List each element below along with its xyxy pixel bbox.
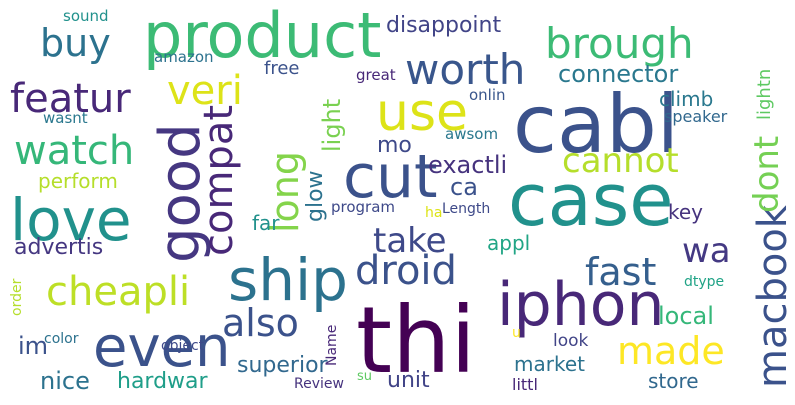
word-made: made [617,329,725,373]
word-look: look [553,331,589,351]
word-amazon: amazon [154,48,214,66]
word-name: Name [324,325,340,366]
word-mo: mo [377,133,412,158]
word-droid: droid [355,248,457,294]
word-lightn: lightn [754,69,775,120]
word-review: Review [294,376,344,392]
word-su: su [357,369,372,384]
word-love: love [10,186,132,254]
word-connector: connector [558,60,678,88]
word-hardwar: hardwar [117,369,209,394]
word-light: light [318,99,346,152]
word-key: key [668,200,703,224]
word-case: case [508,158,674,242]
word-even: even [93,315,231,380]
word-take: take [373,221,447,261]
word-watch: watch [14,128,134,174]
word-market: market [514,352,585,376]
word-advertis: advertis [14,235,103,260]
word-great: great [356,66,396,84]
word-superior: superior [237,353,329,378]
word-perform: perform [38,169,118,193]
word-speaker: speaker [664,107,728,126]
word-ship: ship [228,246,348,314]
word-fast: fast [585,250,656,294]
word-dtype: dtype [684,274,724,290]
word-ca: ca [450,173,478,201]
word-veri: veri [167,68,243,114]
word-cabl: cabl [513,78,679,171]
word-product: product [143,0,381,72]
word-dont: dont [747,136,787,213]
word-awsom: awsom [445,125,498,143]
word-also: also [222,301,299,345]
word-local: local [658,302,714,330]
word-buy: buy [40,21,111,65]
word-exactli: exactli [428,151,507,179]
word-climb: climb [659,87,713,111]
word-program: program [331,198,395,216]
word-disappoint: disappoint [386,13,501,38]
word-cut: cut [343,142,438,212]
word-brough: brough [545,19,694,68]
word-compat: compat [196,105,242,256]
word-sound: sound [63,7,109,25]
word-thi: thi [356,287,476,394]
word-appl: appl [487,231,530,255]
word-ha: ha [425,205,442,221]
word-u: u [512,325,521,341]
word-macbook: macbook [750,204,795,388]
word-featur: featur [10,76,131,122]
word-free: free [264,58,300,79]
word-store: store [648,369,699,393]
word-onlin: onlin [469,86,506,104]
word-unit: unit [387,368,430,393]
word-nice: nice [40,367,90,395]
word-far: far [252,211,280,235]
word-glow: glow [303,170,328,222]
word-long: long [263,151,307,233]
word-cannot: cannot [562,141,679,181]
word-wa: wa [682,231,731,271]
word-length: Length [442,201,490,217]
word-good: good [148,123,213,263]
word-use: use [376,83,468,143]
word-object: object [161,338,205,354]
word-color: color [44,331,79,347]
word-cheapli: cheapli [46,269,190,315]
word-order: order [9,278,25,316]
word-worth: worth [405,45,525,94]
word-iphon: iphon [497,270,665,340]
word-littl: littl [512,375,538,394]
word-wasnt: wasnt [43,109,88,127]
word-im: im [18,332,48,360]
